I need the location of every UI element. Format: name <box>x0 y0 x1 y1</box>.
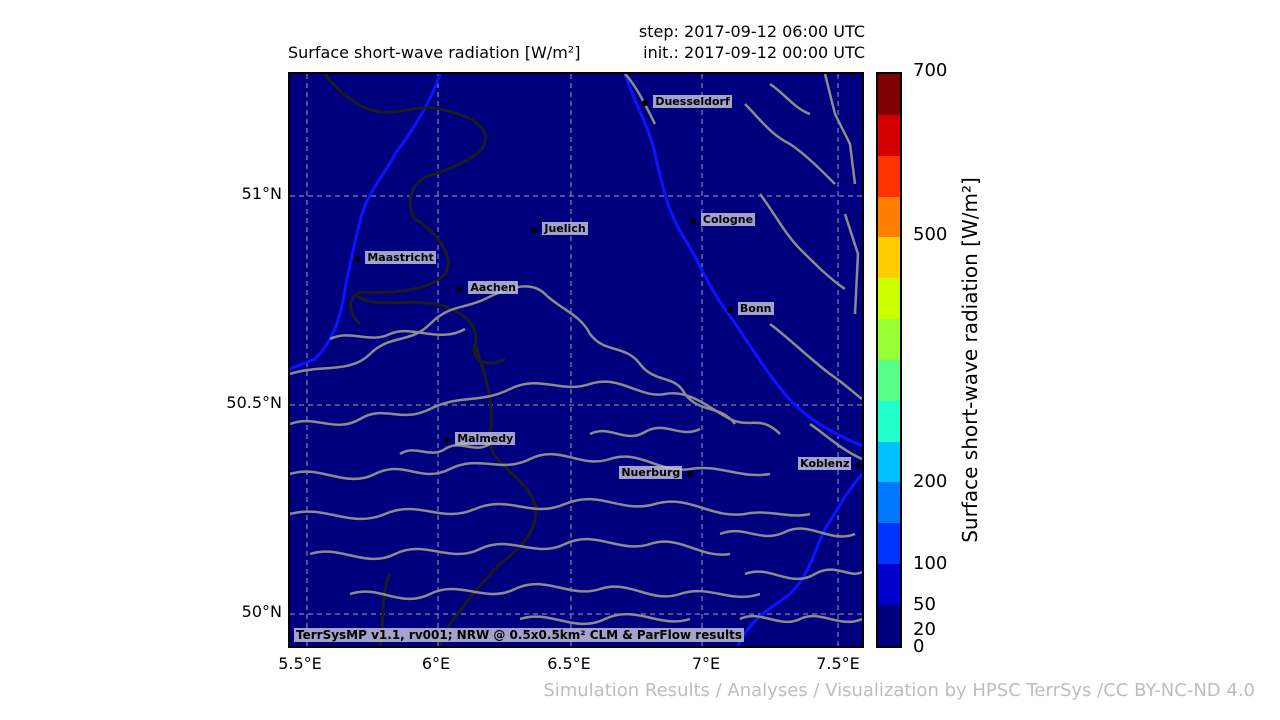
colorbar-tick-0: 0 <box>913 636 925 657</box>
colorbar-segment <box>878 196 900 238</box>
city-label: Duesseldorf <box>653 95 732 109</box>
colorbar-segment <box>878 359 900 401</box>
time-info: step: 2017-09-12 06:00 UTC init.: 2017-0… <box>639 21 865 63</box>
city-marker <box>642 100 649 107</box>
colorbar-segment <box>878 155 900 197</box>
lat-label-50-5: 50.5°N <box>226 393 282 412</box>
city-label: Aachen <box>468 280 518 294</box>
colorbar-segment <box>878 523 900 565</box>
map-title: Surface short-wave radiation [W/m²] <box>288 43 581 62</box>
lat-label-51: 51°N <box>241 184 282 203</box>
city-marker <box>531 226 538 233</box>
colorbar-segment <box>878 604 900 646</box>
step-time: step: 2017-09-12 06:00 UTC <box>638 22 865 41</box>
city-marker <box>354 256 361 263</box>
city-label: Malmedy <box>455 431 516 445</box>
colorbar-tick-50: 50 <box>913 594 936 615</box>
colorbar-segment <box>878 441 900 483</box>
colorbar-tick-500: 500 <box>913 224 948 245</box>
city-marker <box>856 462 862 469</box>
city-label: Maastricht <box>365 251 436 265</box>
model-credit: TerrSysMP v1.1, rv001; NRW @ 0.5x0.5km² … <box>294 628 744 642</box>
city-marker <box>444 436 451 443</box>
colorbar-segment <box>878 564 900 605</box>
colorbar-segment <box>878 319 900 360</box>
colorbar <box>876 72 902 648</box>
city-label: Koblenz <box>798 457 852 471</box>
colorbar-segment <box>878 400 900 442</box>
colorbar-segment <box>878 114 900 156</box>
footer-credit: Simulation Results / Analyses / Visualiz… <box>543 680 1255 701</box>
lon-label-7: 7°E <box>691 654 721 673</box>
colorbar-tick-700: 700 <box>913 60 948 81</box>
colorbar-tick-20: 20 <box>913 619 936 640</box>
colorbar-segment <box>878 278 900 320</box>
lon-label-5-5: 5.5°E <box>278 654 322 673</box>
city-marker <box>689 218 696 225</box>
city-marker <box>726 306 733 313</box>
colorbar-label: Surface short-wave radiation [W/m²] <box>958 177 982 543</box>
colorbar-tick-200: 200 <box>913 471 948 492</box>
colorbar-segment <box>878 237 900 279</box>
colorbar-segment <box>878 482 900 524</box>
city-label: Nuerburg <box>619 465 683 479</box>
lon-label-6-5: 6.5°E <box>547 654 591 673</box>
lat-label-50: 50°N <box>241 602 282 621</box>
colorbar-segment <box>878 74 900 115</box>
init-time: init.: 2017-09-12 00:00 UTC <box>643 43 865 62</box>
city-label: Bonn <box>737 301 774 315</box>
city-label: Juelich <box>542 221 588 235</box>
city-label: Cologne <box>700 213 756 227</box>
city-marker <box>687 470 694 477</box>
lon-label-7-5: 7.5°E <box>816 654 860 673</box>
colorbar-tick-100: 100 <box>913 553 948 574</box>
city-marker <box>457 285 464 292</box>
radiation-map: Duesseldorf Cologne Juelich Maastricht Aache… <box>288 72 864 648</box>
lon-label-6: 6°E <box>421 654 451 673</box>
map-lines <box>290 74 862 646</box>
